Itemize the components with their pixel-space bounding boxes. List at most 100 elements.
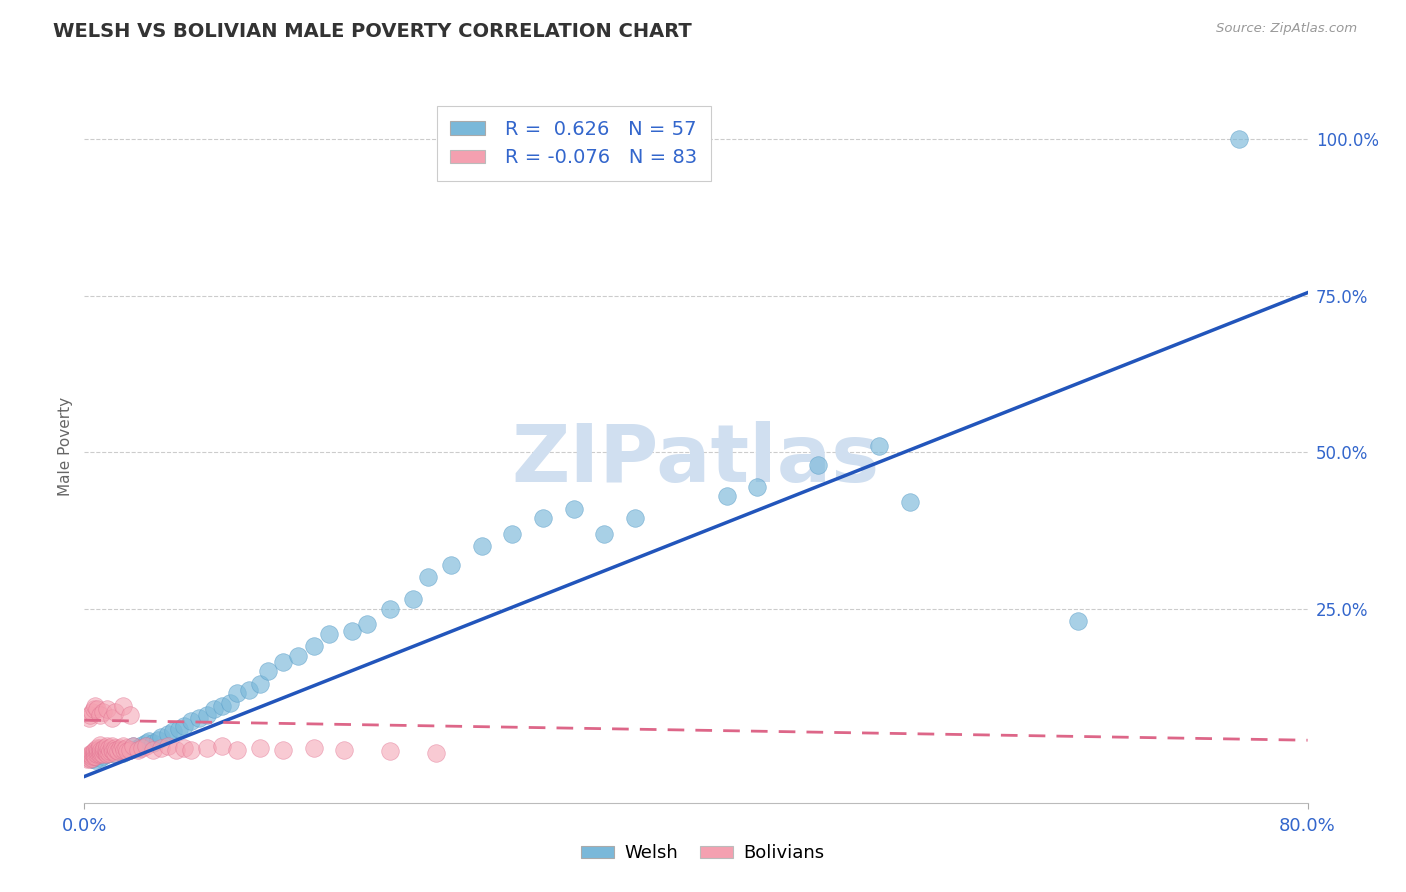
Point — [173, 719, 195, 733]
Point — [120, 742, 142, 756]
Point — [104, 747, 127, 761]
Point — [79, 708, 101, 723]
Point — [122, 739, 145, 754]
Point — [257, 665, 280, 679]
Point — [271, 742, 294, 756]
Point — [425, 746, 447, 760]
Point — [80, 752, 103, 766]
Point — [90, 742, 112, 756]
Point — [249, 740, 271, 755]
Legend: R =  0.626   N = 57, R = -0.076   N = 83: R = 0.626 N = 57, R = -0.076 N = 83 — [437, 106, 710, 181]
Point — [89, 750, 111, 764]
Point — [111, 698, 134, 713]
Point — [440, 558, 463, 572]
Legend: Welsh, Bolivians: Welsh, Bolivians — [574, 838, 832, 870]
Point — [91, 748, 114, 763]
Point — [624, 511, 647, 525]
Point — [94, 742, 117, 756]
Point — [84, 748, 107, 763]
Point — [80, 746, 103, 760]
Point — [94, 746, 117, 760]
Point — [93, 744, 115, 758]
Point — [77, 748, 100, 763]
Point — [131, 738, 153, 752]
Point — [91, 742, 114, 756]
Point — [138, 734, 160, 748]
Point — [87, 746, 110, 760]
Point — [96, 744, 118, 758]
Point — [79, 752, 101, 766]
Point — [135, 739, 157, 754]
Point — [97, 746, 120, 760]
Point — [195, 740, 218, 755]
Point — [77, 750, 100, 764]
Point — [107, 744, 129, 758]
Point — [89, 738, 111, 752]
Point — [91, 705, 114, 719]
Point — [104, 740, 127, 755]
Point — [211, 739, 233, 754]
Point — [76, 752, 98, 766]
Point — [131, 740, 153, 755]
Point — [418, 570, 440, 584]
Point — [101, 739, 124, 754]
Point — [202, 702, 225, 716]
Point — [157, 727, 180, 741]
Point — [195, 708, 218, 723]
Point — [89, 747, 111, 761]
Point — [318, 627, 340, 641]
Point — [90, 746, 112, 760]
Point — [162, 723, 184, 738]
Point — [80, 748, 103, 763]
Y-axis label: Male Poverty: Male Poverty — [58, 396, 73, 496]
Point — [531, 511, 554, 525]
Point — [120, 742, 142, 756]
Point — [165, 742, 187, 756]
Point — [89, 708, 111, 723]
Point — [86, 740, 108, 755]
Point — [83, 748, 105, 763]
Point — [502, 526, 524, 541]
Point — [83, 747, 105, 761]
Point — [80, 705, 103, 719]
Point — [1067, 614, 1090, 628]
Point — [167, 722, 190, 736]
Point — [115, 744, 138, 758]
Point — [98, 744, 121, 758]
Point — [142, 742, 165, 756]
Point — [79, 747, 101, 761]
Point — [115, 744, 138, 758]
Point — [1227, 132, 1250, 146]
Point — [249, 677, 271, 691]
Point — [84, 742, 107, 756]
Point — [93, 740, 115, 755]
Point — [302, 740, 325, 755]
Point — [898, 495, 921, 509]
Point — [149, 730, 172, 744]
Point — [135, 736, 157, 750]
Point — [180, 742, 202, 756]
Point — [104, 705, 127, 719]
Point — [86, 747, 108, 761]
Point — [86, 744, 108, 758]
Point — [96, 747, 118, 761]
Point — [103, 744, 125, 758]
Point — [127, 742, 149, 756]
Point — [84, 698, 107, 713]
Point — [402, 592, 425, 607]
Point — [271, 655, 294, 669]
Point — [96, 739, 118, 754]
Point — [101, 711, 124, 725]
Point — [340, 624, 363, 638]
Point — [226, 686, 249, 700]
Point — [180, 714, 202, 729]
Point — [84, 746, 107, 760]
Point — [84, 753, 107, 767]
Point — [188, 711, 211, 725]
Point — [173, 740, 195, 755]
Point — [471, 539, 494, 553]
Point — [149, 740, 172, 755]
Point — [356, 617, 378, 632]
Point — [107, 742, 129, 756]
Point — [218, 696, 240, 710]
